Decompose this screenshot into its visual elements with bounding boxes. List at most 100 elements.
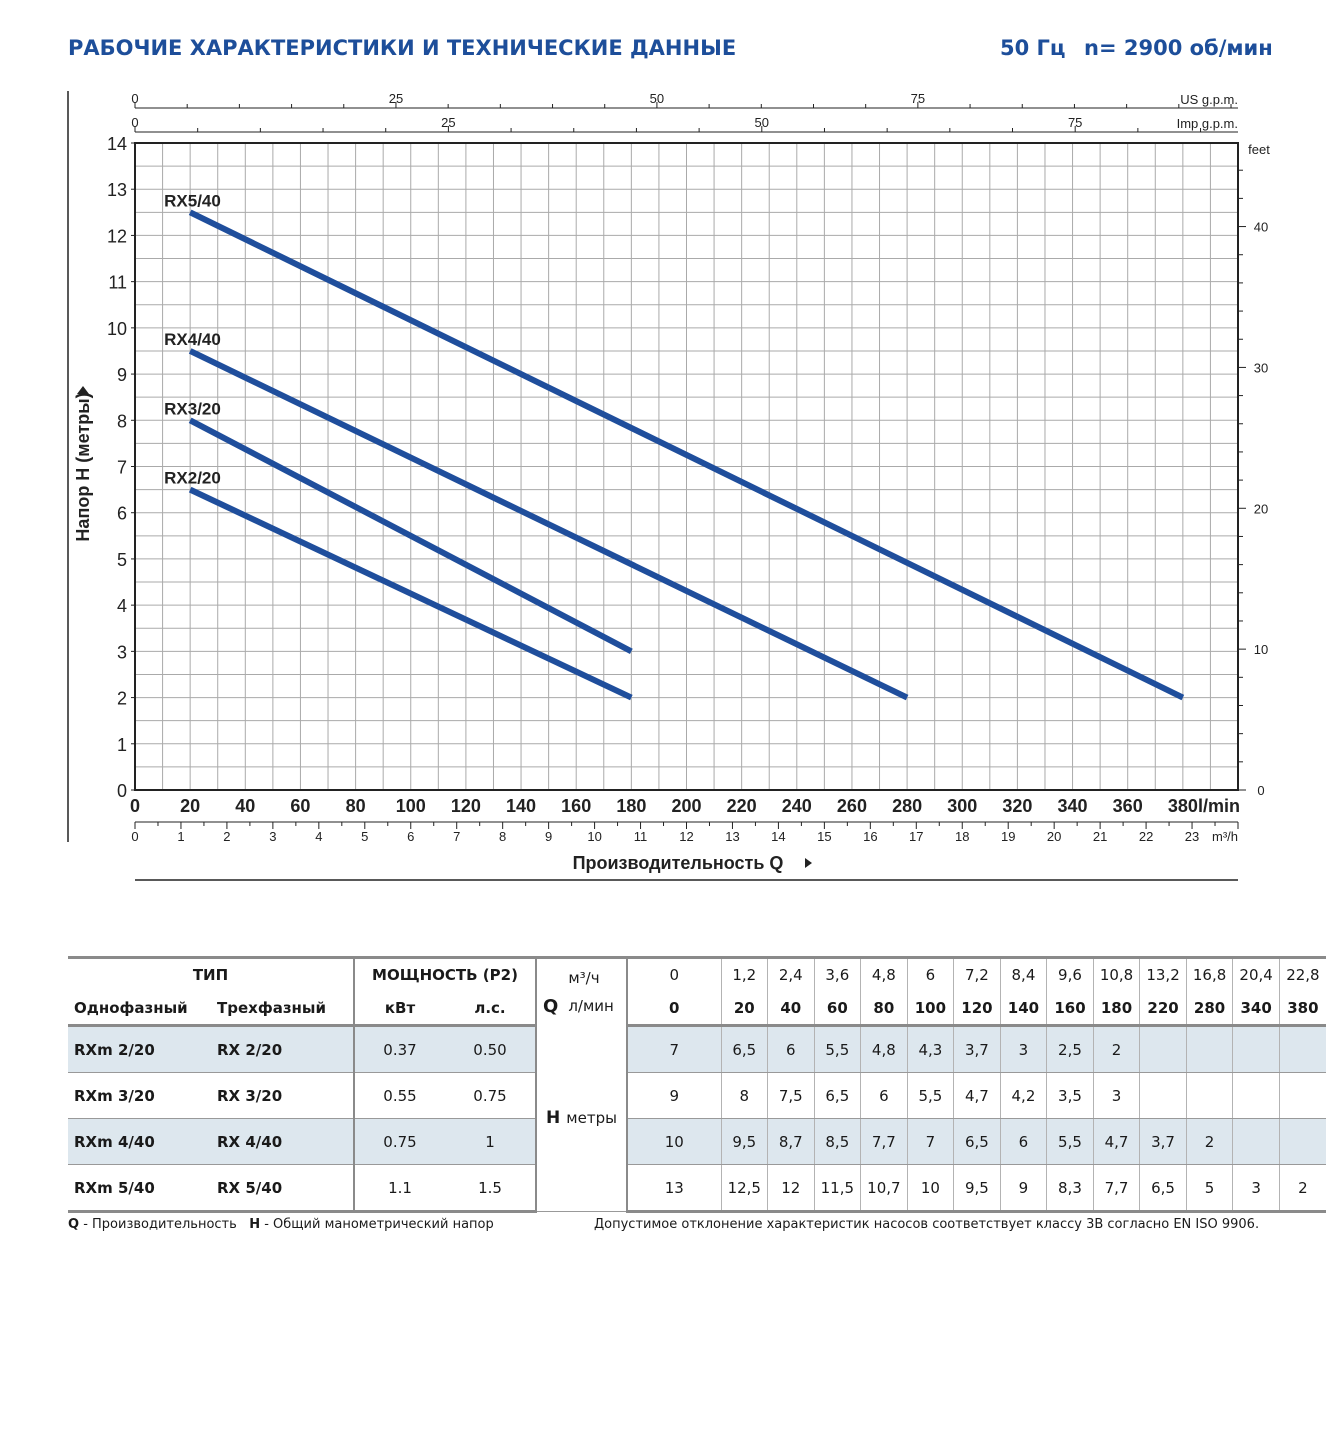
q-m3h-cell: 0 [626, 956, 721, 991]
head-cell [1278, 1118, 1326, 1165]
x-tick-label: 340 [1058, 796, 1088, 816]
head-cell: 6,5 [953, 1118, 1001, 1165]
m3h-tick-label: 5 [361, 829, 368, 844]
table-row: RXm 3/20 RX 3/20 0.55 0.75 9 8 7,5 6,5 6… [68, 1072, 1326, 1119]
single-phase-header: Однофазный [68, 991, 211, 1027]
head-cell: 13 [626, 1164, 721, 1213]
q-lmin-cell: 100 [906, 991, 954, 1027]
h-symbol: H [546, 1108, 561, 1129]
head-cell: 5,5 [813, 1025, 861, 1073]
head-cell: 10 [906, 1164, 954, 1213]
power-kw: 0.75 [353, 1118, 445, 1165]
head-cell: 8,3 [1046, 1164, 1094, 1213]
head-cell: 3,7 [953, 1025, 1001, 1073]
y-tick-label: 7 [117, 458, 127, 478]
head-cell: 9 [626, 1072, 721, 1119]
head-cell [1232, 1118, 1280, 1165]
head-cell: 5 [1185, 1164, 1233, 1213]
gpm-axis-label: Imp g.p.m. [1177, 116, 1238, 131]
m3h-tick-label: 12 [679, 829, 693, 844]
head-cell: 10,7 [860, 1164, 908, 1213]
series-label: RX4/40 [164, 330, 221, 349]
head-cell: 3,7 [1139, 1118, 1187, 1165]
q-unit-lmin: л/мин [568, 997, 614, 1016]
x-tick-label: 20 [180, 796, 200, 816]
m3h-tick-label: 17 [909, 829, 923, 844]
q-m3h-cell: 6 [906, 956, 954, 991]
head-cell: 8 [720, 1072, 768, 1119]
power-hp: 1 [445, 1118, 536, 1165]
technical-data-table: ТИП МОЩНОСТЬ (P2) Qм³/ч л/мин 0 1,2 2,4 3… [68, 956, 1326, 1213]
head-cell: 7 [906, 1118, 954, 1165]
x-tick-label: 240 [782, 796, 812, 816]
x-tick-label: 140 [506, 796, 536, 816]
x-tick-label: 60 [290, 796, 310, 816]
series-line [188, 486, 633, 701]
head-cell: 7,7 [1092, 1164, 1140, 1213]
power-hp: 0.75 [445, 1072, 536, 1119]
x-tick-label: 80 [346, 796, 366, 816]
q-m3h-cell: 2,4 [767, 956, 815, 991]
gpm-tick-label: 0 [131, 115, 138, 130]
y-tick-label: 4 [117, 596, 127, 616]
x-tick-label: 40 [235, 796, 255, 816]
q-m3h-cell: 13,2 [1139, 956, 1187, 991]
gpm-tick-label: 75 [911, 91, 925, 106]
x-tick-label: 0 [130, 796, 140, 816]
single-phase-model: RXm 2/20 [68, 1025, 211, 1073]
footer-h-text: - Общий манометрический напор [260, 1217, 494, 1232]
head-cell: 9,5 [953, 1164, 1001, 1213]
q-m3h-cell: 3,6 [813, 956, 861, 991]
x-tick-label: 160 [561, 796, 591, 816]
y-tick-label: 0 [117, 781, 127, 801]
m3h-tick-label: 3 [269, 829, 276, 844]
head-cell: 12,5 [720, 1164, 768, 1213]
three-phase-model: RX 2/20 [211, 1025, 354, 1073]
y-tick-label: 3 [117, 642, 127, 662]
head-cell: 9 [999, 1164, 1047, 1213]
y-tick-label: 6 [117, 504, 127, 524]
gpm-tick-label: 50 [755, 115, 769, 130]
head-cell: 4,7 [1092, 1118, 1140, 1165]
table-row: RXm 4/40 RX 4/40 0.75 1 10 9,5 8,7 8,5 7… [68, 1118, 1326, 1165]
x-tick-label: 220 [727, 796, 757, 816]
table-row: RXm 5/40 RX 5/40 1.1 1.5 13 12,5 12 11,5… [68, 1164, 1326, 1213]
m3h-tick-label: 10 [587, 829, 601, 844]
q-lmin-cell: 160 [1046, 991, 1094, 1027]
m3h-tick-label: 0 [131, 829, 138, 844]
feet-tick-label: 10 [1254, 642, 1268, 657]
head-cell: 3 [999, 1025, 1047, 1073]
q-lmin-cell: 380 [1278, 991, 1326, 1027]
page-title: РАБОЧИЕ ХАРАКТЕРИСТИКИ И ТЕХНИЧЕСКИЕ ДАН… [68, 36, 737, 60]
y-axis-arrow-icon [77, 386, 89, 394]
x-axis-title: Производительность Q [573, 853, 784, 873]
head-cell: 7,7 [860, 1118, 908, 1165]
q-m3h-cell: 22,8 [1278, 956, 1326, 991]
m3h-tick-label: 11 [634, 829, 648, 844]
y-tick-label: 2 [117, 689, 127, 709]
y-tick-label: 8 [117, 411, 127, 431]
power-kw: 0.55 [353, 1072, 445, 1119]
performance-chart: 0 25 50 75 US g.p.m.0 25 50 75 Imp g.p.m.0123456… [67, 91, 1270, 881]
q-lmin-cell: 140 [999, 991, 1047, 1027]
speed-label: n= 2900 об/мин [1084, 36, 1273, 60]
y-tick-label: 1 [117, 735, 127, 755]
chart-series [188, 209, 1185, 701]
m3h-tick-label: 20 [1047, 829, 1061, 844]
x-tick-label: 120 [451, 796, 481, 816]
series-line [188, 209, 1185, 701]
chart-axes [67, 91, 1246, 881]
m3h-tick-label: 9 [545, 829, 552, 844]
q-symbol: Q [543, 996, 559, 1018]
feet-tick-label: 0 [1257, 783, 1264, 798]
q-unit-m3h: м³/ч [568, 969, 600, 988]
y-axis-title: Напор H (метры) [73, 392, 93, 541]
x-tick-label: 180 [616, 796, 646, 816]
series-line [188, 417, 633, 655]
q-lmin-cell: 40 [767, 991, 815, 1027]
head-cell: 5,5 [1046, 1118, 1094, 1165]
head-cell: 4,8 [860, 1025, 908, 1073]
feet-tick-label: 30 [1254, 360, 1268, 375]
